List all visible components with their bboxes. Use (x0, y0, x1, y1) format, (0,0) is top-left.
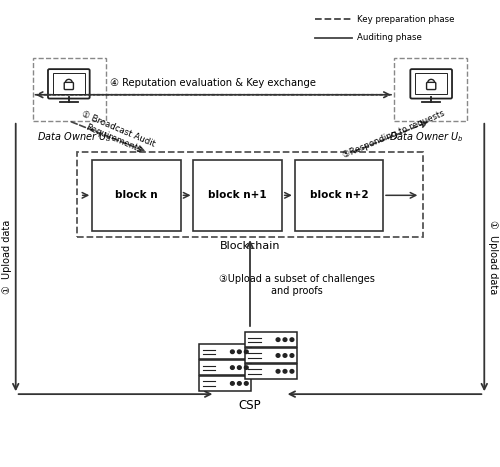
Circle shape (276, 369, 280, 373)
Circle shape (428, 79, 434, 85)
FancyBboxPatch shape (64, 82, 74, 90)
FancyBboxPatch shape (245, 332, 297, 347)
Circle shape (244, 350, 248, 354)
Circle shape (230, 366, 234, 369)
Text: ①  Upload data: ① Upload data (488, 219, 498, 294)
Circle shape (290, 338, 294, 341)
FancyBboxPatch shape (78, 153, 422, 237)
Text: ① Broadcast Audit
Requirements: ① Broadcast Audit Requirements (76, 110, 156, 159)
FancyBboxPatch shape (410, 69, 452, 99)
Circle shape (276, 354, 280, 357)
Text: Data Owner $U_a$: Data Owner $U_a$ (36, 130, 111, 144)
FancyBboxPatch shape (245, 364, 297, 379)
Circle shape (238, 350, 241, 354)
FancyBboxPatch shape (415, 73, 448, 94)
Text: block n: block n (115, 191, 158, 200)
Text: Auditing phase: Auditing phase (356, 34, 422, 42)
FancyBboxPatch shape (245, 348, 297, 363)
Text: Blockchain: Blockchain (220, 241, 280, 251)
Circle shape (283, 354, 287, 357)
Text: block n+2: block n+2 (310, 191, 368, 200)
Circle shape (230, 382, 234, 385)
Circle shape (238, 366, 241, 369)
Circle shape (238, 382, 241, 385)
Text: ③Upload a subset of challenges
and proofs: ③Upload a subset of challenges and proof… (219, 274, 375, 296)
FancyBboxPatch shape (52, 73, 85, 94)
FancyBboxPatch shape (199, 376, 251, 391)
FancyBboxPatch shape (199, 360, 251, 375)
Text: ①  Upload data: ① Upload data (2, 219, 12, 294)
Circle shape (290, 369, 294, 373)
FancyBboxPatch shape (48, 69, 90, 99)
Text: block n+1: block n+1 (208, 191, 267, 200)
Circle shape (230, 350, 234, 354)
Circle shape (244, 382, 248, 385)
FancyBboxPatch shape (92, 160, 180, 231)
Circle shape (290, 354, 294, 357)
Circle shape (283, 369, 287, 373)
FancyBboxPatch shape (194, 160, 282, 231)
Text: Key preparation phase: Key preparation phase (356, 15, 454, 24)
Circle shape (276, 338, 280, 341)
FancyBboxPatch shape (426, 82, 436, 90)
Text: Data Owner $U_b$: Data Owner $U_b$ (389, 130, 464, 144)
Circle shape (283, 338, 287, 341)
Circle shape (244, 366, 248, 369)
FancyBboxPatch shape (199, 344, 251, 359)
Text: ④ Reputation evaluation & Key exchange: ④ Reputation evaluation & Key exchange (110, 78, 316, 88)
Circle shape (66, 79, 72, 85)
Text: CSP: CSP (238, 399, 262, 412)
FancyBboxPatch shape (294, 160, 383, 231)
Text: ⑤Responding to requests: ⑤Responding to requests (342, 109, 446, 160)
